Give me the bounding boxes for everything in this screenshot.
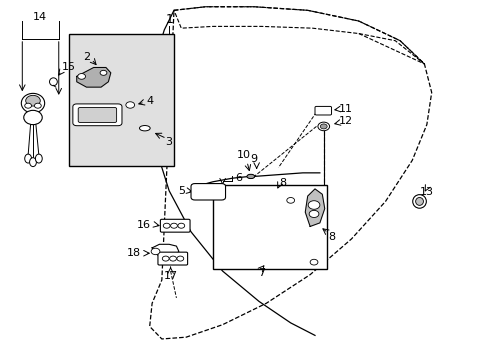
- Text: 13: 13: [419, 187, 433, 197]
- Circle shape: [25, 103, 31, 108]
- Text: 6: 6: [234, 173, 241, 183]
- Circle shape: [178, 223, 184, 228]
- Ellipse shape: [412, 195, 426, 208]
- Text: 1: 1: [165, 13, 173, 26]
- Circle shape: [125, 102, 134, 108]
- Circle shape: [309, 259, 317, 265]
- Circle shape: [307, 201, 319, 209]
- Text: 14: 14: [33, 13, 47, 22]
- Text: 17: 17: [163, 271, 177, 281]
- Circle shape: [320, 124, 326, 129]
- Circle shape: [170, 223, 177, 228]
- Circle shape: [163, 223, 170, 228]
- Bar: [212, 185, 326, 269]
- Ellipse shape: [415, 198, 423, 205]
- Circle shape: [151, 248, 160, 255]
- FancyBboxPatch shape: [73, 104, 122, 126]
- FancyBboxPatch shape: [191, 184, 225, 200]
- Text: 18: 18: [127, 248, 141, 258]
- Polygon shape: [305, 189, 324, 226]
- Bar: [69, 33, 174, 166]
- FancyBboxPatch shape: [314, 107, 331, 115]
- Circle shape: [100, 70, 107, 75]
- FancyBboxPatch shape: [158, 252, 187, 265]
- Text: 15: 15: [62, 63, 76, 72]
- Ellipse shape: [139, 126, 150, 131]
- Ellipse shape: [24, 111, 42, 125]
- Text: 11: 11: [339, 104, 353, 113]
- Ellipse shape: [247, 175, 254, 178]
- FancyBboxPatch shape: [78, 108, 116, 122]
- Circle shape: [78, 73, 85, 79]
- Text: 2: 2: [83, 52, 90, 62]
- Circle shape: [177, 256, 183, 261]
- Circle shape: [308, 210, 318, 217]
- Text: 10: 10: [236, 150, 250, 160]
- Circle shape: [317, 122, 329, 131]
- Text: 7: 7: [258, 268, 264, 278]
- Text: 5: 5: [178, 186, 185, 196]
- Text: 16: 16: [137, 220, 151, 230]
- Text: 8: 8: [279, 178, 286, 188]
- Polygon shape: [152, 244, 179, 260]
- Ellipse shape: [35, 154, 42, 163]
- Circle shape: [169, 256, 176, 261]
- Polygon shape: [77, 67, 111, 87]
- Text: 4: 4: [146, 96, 153, 107]
- Ellipse shape: [30, 158, 36, 167]
- Ellipse shape: [21, 93, 44, 113]
- Text: 12: 12: [339, 116, 353, 126]
- Circle shape: [26, 95, 40, 106]
- FancyBboxPatch shape: [160, 219, 190, 232]
- Ellipse shape: [49, 78, 57, 86]
- Text: 3: 3: [165, 138, 172, 148]
- Ellipse shape: [25, 154, 31, 163]
- Text: 8: 8: [327, 232, 335, 242]
- Ellipse shape: [246, 174, 254, 179]
- Circle shape: [286, 198, 294, 203]
- Text: 9: 9: [250, 154, 257, 164]
- Circle shape: [162, 256, 169, 261]
- Circle shape: [34, 103, 41, 108]
